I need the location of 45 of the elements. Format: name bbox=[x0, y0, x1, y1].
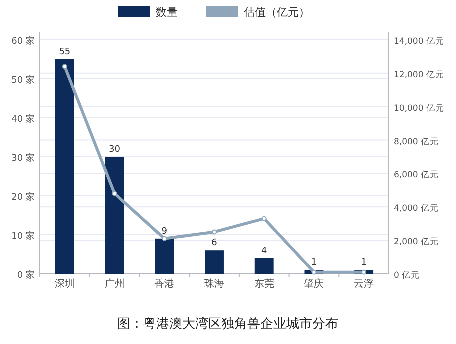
y2-tick-label: 8,000 亿元 bbox=[394, 136, 440, 148]
legend-label: 估值（亿元） bbox=[244, 6, 310, 19]
bar bbox=[205, 250, 224, 274]
y2-tick-label: 12,000 亿元 bbox=[394, 69, 444, 80]
point bbox=[162, 236, 168, 242]
y-tick-label: 50 家 bbox=[12, 75, 35, 86]
data-label: 30 bbox=[109, 145, 121, 155]
x-tick-label: 广州 bbox=[104, 278, 125, 290]
x-tick-label: 东莞 bbox=[254, 278, 274, 290]
data-label: 1 bbox=[361, 258, 367, 268]
y-tick-label: 60 家 bbox=[12, 36, 35, 47]
x-tick-label: 肇庆 bbox=[304, 278, 324, 290]
y2-tick-label: 4,000 亿元 bbox=[394, 203, 440, 214]
bar bbox=[105, 157, 124, 274]
legend-label: 数量 bbox=[156, 6, 178, 19]
bar bbox=[254, 258, 274, 274]
text: 图：粤港澳大湾区独角兽企业城市分布 bbox=[118, 316, 338, 332]
y-tick-label: 40 家 bbox=[12, 114, 35, 125]
point bbox=[262, 216, 267, 222]
data-label: 1 bbox=[311, 258, 318, 268]
point bbox=[212, 230, 217, 235]
y2-tick-label: 2,000 亿元 bbox=[394, 236, 440, 248]
y2-tick-label: 10,000 亿元 bbox=[394, 102, 444, 114]
数量: 55 30 9 6 4 1 1 bbox=[55, 48, 374, 274]
x-tick-label: 香港 bbox=[154, 278, 175, 290]
point bbox=[362, 270, 367, 275]
point bbox=[62, 64, 68, 70]
data-label: 55 bbox=[59, 48, 71, 58]
bar bbox=[55, 60, 74, 274]
x-tick-label: 珠海 bbox=[204, 278, 224, 290]
y2-tick-label: 14,000 亿元 bbox=[394, 36, 444, 47]
point bbox=[312, 270, 317, 275]
y-tick-label: 20 家 bbox=[12, 192, 35, 203]
bar bbox=[155, 238, 174, 274]
data-label: 4 bbox=[261, 246, 268, 256]
x-tick-label: 云浮 bbox=[354, 278, 374, 290]
x-tick-label: 深圳 bbox=[54, 278, 75, 290]
data-label: 6 bbox=[212, 238, 218, 249]
y-tick-label: 0 家 bbox=[17, 270, 35, 281]
point bbox=[112, 191, 118, 196]
y2-tick-label: 0 亿元 bbox=[394, 270, 420, 281]
y2-tick-label: 6,000 亿元 bbox=[394, 170, 440, 181]
y-tick-label: 30 家 bbox=[12, 153, 35, 164]
y-tick-label: 10 家 bbox=[12, 231, 35, 242]
data-label: 9 bbox=[162, 226, 168, 237]
